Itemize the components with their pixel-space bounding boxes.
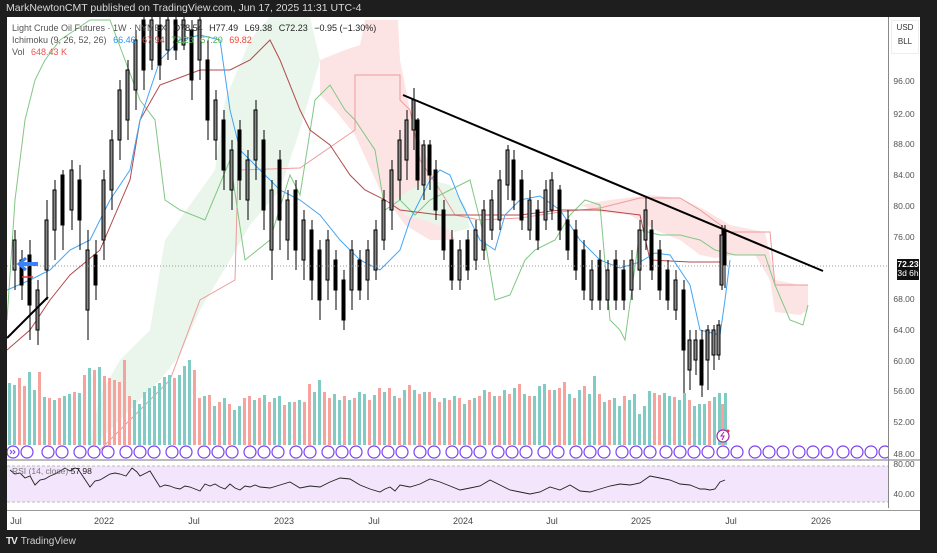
symbol-row: Light Crude Oil Futures · 1W · NYMEX O78… xyxy=(12,22,380,34)
ichimoku-kijun xyxy=(7,39,720,351)
last-price-value: 72.23 xyxy=(897,259,919,269)
price-tick: 52.00 xyxy=(893,417,915,427)
ohlc-low: L69.38 xyxy=(244,23,273,33)
symbol-name: Light Crude Oil Futures · 1W · NYMEX xyxy=(12,23,167,33)
time-tick: 2024 xyxy=(452,516,474,526)
publish-header: MarkNewtonCMT published on TradingView.c… xyxy=(0,0,937,17)
rsi-line xyxy=(9,467,726,495)
unit-label: BLL xyxy=(897,37,913,46)
time-tick: 2023 xyxy=(273,516,295,526)
ichimoku-row[interactable]: Ichimoku (9, 26, 52, 26) 66.46 67.94 72.… xyxy=(12,34,380,46)
price-tick: 64.00 xyxy=(893,325,915,335)
time-tick: Jul xyxy=(10,516,22,526)
ichimoku-span-b-value: 69.82 xyxy=(229,35,252,45)
volume-bars xyxy=(8,360,727,445)
vol-label: Vol xyxy=(12,47,25,57)
price-tick: 56.00 xyxy=(893,386,915,396)
time-tick: Jul xyxy=(546,516,558,526)
price-tick: 60.00 xyxy=(893,356,915,366)
time-tick: Jul xyxy=(368,516,380,526)
price-tick: 68.00 xyxy=(893,294,915,304)
ichimoku-span-a-value: 67.20 xyxy=(200,35,223,45)
time-tick: 2025 xyxy=(630,516,652,526)
price-tick: 92.00 xyxy=(893,109,915,119)
rsi-tick: 80.00 xyxy=(893,459,915,469)
publish-text: MarkNewtonCMT published on TradingView.c… xyxy=(6,2,362,14)
last-price-badge: 72.23 3d 6h xyxy=(897,259,919,280)
time-tick: 2026 xyxy=(810,516,832,526)
chart-legend: Light Crude Oil Futures · 1W · NYMEX O78… xyxy=(12,22,380,58)
ohlc-close: C72.23 xyxy=(278,23,308,33)
ichimoku-label: Ichimoku (9, 26, 52, 26) xyxy=(12,35,107,45)
time-tick: Jul xyxy=(725,516,737,526)
blue-arrow-annotation xyxy=(16,256,38,272)
time-tick: 2022 xyxy=(93,516,115,526)
price-tick: 76.00 xyxy=(893,232,915,242)
cloud-bull-2022 xyxy=(88,17,320,450)
ichimoku-kijun-value: 67.94 xyxy=(142,35,165,45)
price-axis[interactable] xyxy=(888,17,920,460)
time-axis[interactable]: Jul 2022 Jul 2023 Jul 2024 Jul 2025 Jul … xyxy=(7,510,920,531)
brand-name: TradingView xyxy=(20,536,76,547)
ohlc-change: −0.95 (−1.30%) xyxy=(314,23,377,33)
rsi-axis[interactable] xyxy=(888,460,920,508)
price-tick: 84.00 xyxy=(893,170,915,180)
currency-label: USD xyxy=(896,23,914,32)
rsi-legend[interactable]: RSI (14, close) 57.98 xyxy=(12,466,92,476)
cloud-bull-2023 xyxy=(395,180,470,232)
events-chevrons xyxy=(9,449,16,455)
ichimoku-tenkan-value: 66.46 xyxy=(113,35,136,45)
ichimoku-span-a xyxy=(7,19,809,342)
price-tick: 48.00 xyxy=(893,449,915,459)
vol-value: 648.43 K xyxy=(31,47,68,57)
tradingview-logo-icon: TV xyxy=(6,536,18,547)
dividend-flash-icon xyxy=(716,429,730,443)
ichimoku-chikou-value: 72.23 xyxy=(171,35,194,45)
events-row xyxy=(7,445,888,459)
ohlc-high: H77.49 xyxy=(209,23,239,33)
price-tick: 88.00 xyxy=(893,139,915,149)
rsi-value: 57.98 xyxy=(70,466,92,476)
ohlc-open: O78.54 xyxy=(173,23,203,33)
right-frame xyxy=(920,17,937,530)
rising-trendline xyxy=(7,296,49,339)
rsi-label: RSI (14, close) xyxy=(12,466,69,476)
price-tick: 80.00 xyxy=(893,201,915,211)
rsi-pane xyxy=(7,465,888,503)
rsi-tick: 40.00 xyxy=(893,489,915,499)
bar-countdown: 3d 6h xyxy=(897,268,919,278)
footer-brand[interactable]: TV TradingView xyxy=(6,536,76,547)
descending-trendline xyxy=(402,94,824,272)
volume-row[interactable]: Vol 648.43 K xyxy=(12,46,380,58)
currency-unit-box[interactable]: USD BLL xyxy=(891,20,919,54)
time-tick: Jul xyxy=(188,516,200,526)
price-tick: 96.00 xyxy=(893,76,915,86)
candles xyxy=(12,17,727,400)
